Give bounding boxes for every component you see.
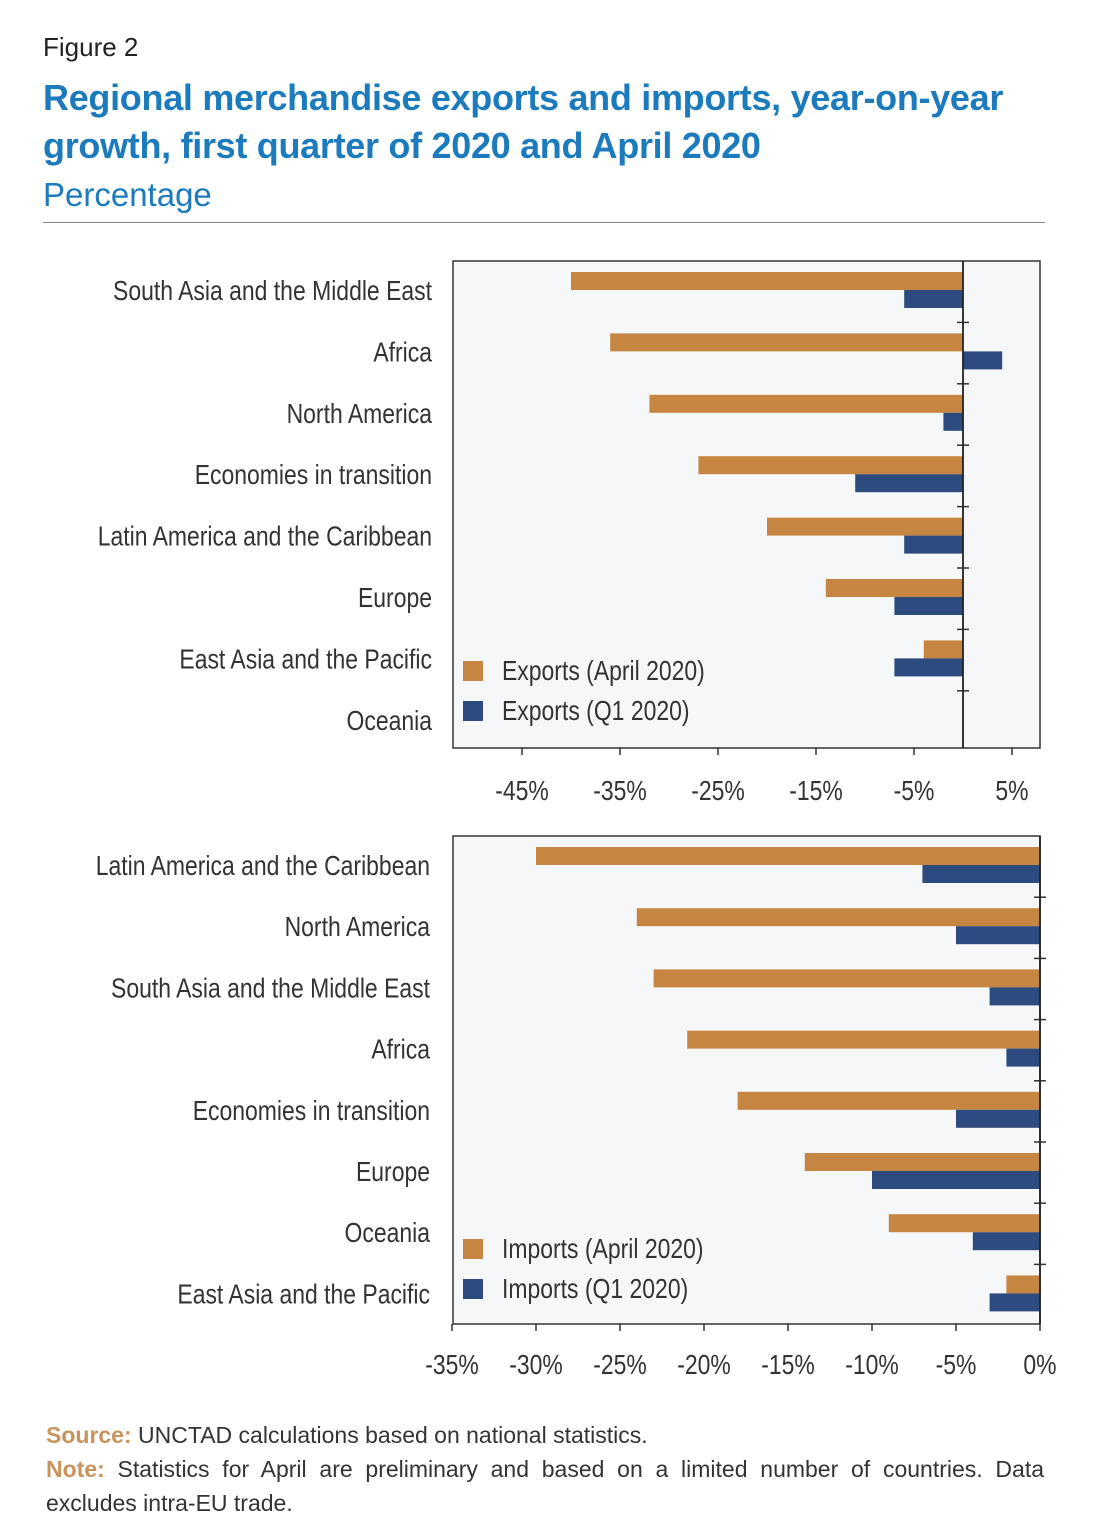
note-text: Statistics for April are preliminary and… xyxy=(46,1456,1044,1516)
bar-april xyxy=(923,640,963,659)
x-tick-label: -15% xyxy=(761,1350,815,1381)
bar-q1 xyxy=(956,1109,1040,1128)
bar-q1 xyxy=(1006,1048,1040,1067)
chart-panel-2: Latin America and the Caribbean North Ame… xyxy=(96,835,1057,1381)
legend-label: Exports (Q1 2020) xyxy=(502,696,690,727)
bar-q1 xyxy=(872,1171,1040,1189)
bar-april xyxy=(737,1091,1040,1110)
category-label: Economies in transition xyxy=(193,1096,430,1127)
category-label: Oceania xyxy=(345,1218,431,1249)
chart-subtitle: Percentage xyxy=(43,176,212,213)
x-tick-label: -30% xyxy=(509,1350,563,1381)
note-key: Note: xyxy=(46,1456,105,1482)
legend-label: Exports (April 2020) xyxy=(502,656,705,687)
bar-april xyxy=(610,333,963,352)
x-tick-label: -15% xyxy=(789,776,843,807)
bar-april xyxy=(825,579,963,597)
legend-swatch xyxy=(463,1279,483,1299)
category-label: East Asia and the Pacific xyxy=(177,1279,430,1310)
category-label: Latin America and the Caribbean xyxy=(98,522,432,553)
legend-swatch xyxy=(463,701,483,721)
bar-q1 xyxy=(972,1232,1040,1251)
bar-q1 xyxy=(956,926,1040,945)
legend-label: Imports (Q1 2020) xyxy=(502,1274,688,1305)
bar-april xyxy=(888,1214,1040,1233)
bar-april xyxy=(767,517,963,536)
bar-april xyxy=(804,1153,1040,1171)
bar-april xyxy=(1006,1275,1040,1294)
bar-q1 xyxy=(963,351,1003,370)
x-tick-label: -20% xyxy=(677,1350,731,1381)
bar-april xyxy=(536,847,1040,865)
legend-label: Imports (April 2020) xyxy=(502,1234,704,1265)
category-label: North America xyxy=(285,912,431,943)
bar-q1 xyxy=(894,658,963,677)
x-tick-label: -45% xyxy=(495,776,549,807)
x-tick-label: -25% xyxy=(691,776,745,807)
x-tick-label: -5% xyxy=(936,1350,977,1381)
source-text: UNCTAD calculations based on national st… xyxy=(131,1422,648,1448)
bar-q1 xyxy=(989,1293,1040,1312)
category-label: Europe xyxy=(358,583,432,614)
x-tick-label: -10% xyxy=(845,1350,899,1381)
category-label: Oceania xyxy=(347,706,433,737)
bar-q1 xyxy=(943,412,963,431)
category-label: Economies in transition xyxy=(195,460,432,491)
category-label: Africa xyxy=(371,1035,430,1066)
category-label: Africa xyxy=(373,337,432,368)
category-label: South Asia and the Middle East xyxy=(113,276,432,307)
bar-april xyxy=(687,1030,1040,1049)
x-tick-label: -35% xyxy=(593,776,647,807)
bar-april xyxy=(649,394,963,413)
source-key: Source: xyxy=(46,1422,132,1448)
bar-q1 xyxy=(894,597,963,615)
bar-q1 xyxy=(922,865,1040,883)
chart-panel-1: South Asia and the Middle East Africa Nort… xyxy=(98,260,1041,807)
figure-label: Figure 2 xyxy=(43,32,139,62)
category-label: Latin America and the Caribbean xyxy=(96,851,430,882)
x-tick-label: -5% xyxy=(894,776,935,807)
x-tick-label: -25% xyxy=(593,1350,647,1381)
chart-title: Regional merchandise exports and imports… xyxy=(43,77,1004,166)
category-label: East Asia and the Pacific xyxy=(179,644,432,675)
legend-swatch xyxy=(463,1239,483,1259)
x-tick-label: 0% xyxy=(1023,1350,1056,1381)
bar-q1 xyxy=(855,474,963,493)
bar-q1 xyxy=(904,535,963,554)
category-label: Europe xyxy=(356,1157,430,1188)
footer: Source: UNCTAD calculations based on nat… xyxy=(46,1418,1044,1520)
bar-q1 xyxy=(904,290,963,308)
category-label: North America xyxy=(287,399,433,430)
bar-april xyxy=(636,908,1040,927)
note-line: Note: Statistics for April are prelimina… xyxy=(46,1452,1044,1520)
source-line: Source: UNCTAD calculations based on nat… xyxy=(46,1418,1044,1452)
category-label: South Asia and the Middle East xyxy=(111,973,430,1004)
bar-q1 xyxy=(989,987,1040,1006)
x-tick-label: 5% xyxy=(995,776,1028,807)
x-tick-label: -35% xyxy=(425,1350,479,1381)
legend-swatch xyxy=(463,661,483,681)
bar-april xyxy=(571,272,963,290)
bar-april xyxy=(698,456,963,475)
bar-april xyxy=(653,969,1040,988)
title-divider xyxy=(43,222,1045,223)
